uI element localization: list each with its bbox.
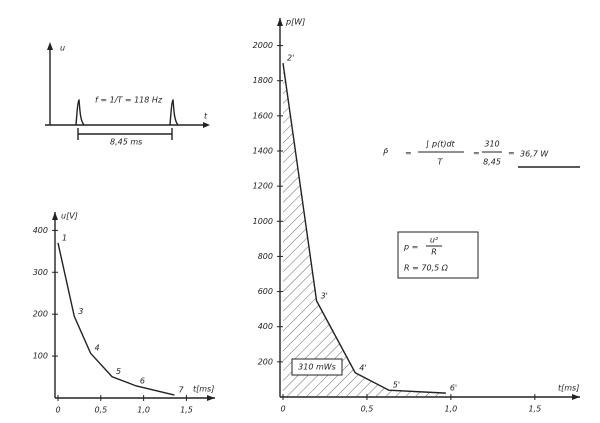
period-arrow (77, 128, 173, 140)
annotation: f = 1/T = 118 Hz (95, 96, 163, 105)
arrow-heads (52, 212, 215, 401)
formula-result: 36,7 W (520, 150, 549, 159)
axes (54, 212, 215, 399)
y-tick-label: 1000 (253, 217, 273, 226)
formula: = (473, 149, 480, 158)
point-label: 4' (359, 363, 366, 372)
formula: R = 70,5 Ω (404, 264, 449, 273)
pulses (75, 99, 179, 126)
point-label: 7 (178, 386, 184, 395)
y-tick-label: 200 (33, 310, 48, 319)
formula: 310 (484, 140, 499, 149)
x-axis-label: t[ms] (558, 384, 579, 393)
x-axis-label: t (204, 112, 208, 121)
line (282, 63, 446, 394)
point-label: 1 (62, 233, 67, 242)
point-label: 5' (393, 381, 400, 390)
x-axis-label: t[ms] (193, 385, 214, 394)
area-fill (283, 63, 446, 398)
x-tick-label: 1,5 (528, 405, 541, 414)
y-tick-label: 1800 (253, 76, 273, 85)
x-tick-label: 1,0 (445, 405, 458, 414)
formula: T (438, 158, 444, 167)
y-tick-label: 300 (33, 268, 48, 277)
y-tick-label: 400 (258, 322, 273, 331)
y-tick-label: 1600 (253, 111, 273, 120)
formula: ∫ p(t)dt (425, 140, 455, 149)
x-tick-label: 0 (280, 405, 285, 414)
y-tick-label: 600 (258, 287, 273, 296)
formula: u² (430, 236, 439, 245)
area-label-box (291, 358, 343, 376)
formula: 8,45 (483, 158, 501, 167)
formula: P̄ (383, 147, 388, 157)
box (397, 231, 479, 279)
point-label: 2' (287, 54, 294, 63)
line (57, 242, 175, 396)
formula: = (508, 149, 515, 158)
area-label: 310 mWs (298, 363, 336, 372)
formula: R (431, 248, 437, 257)
x-tick-label: 0,5 (94, 406, 107, 415)
x-tick-label: 1,0 (137, 406, 150, 415)
y-axis-label: u[V] (61, 212, 78, 221)
y-tick-label: 1200 (253, 182, 273, 191)
y-tick-label: 400 (33, 226, 48, 235)
y-tick-label: 1400 (253, 147, 273, 156)
y-tick-label: 800 (258, 252, 273, 261)
annotation: 8,45 ms (110, 138, 142, 147)
y-tick-label: 200 (258, 357, 273, 366)
arrow-heads (47, 42, 210, 128)
y-axis-label: p[W] (285, 18, 305, 27)
point-label: 3 (78, 307, 83, 316)
x-tick-label: 0 (55, 406, 60, 415)
point-label: 5 (116, 367, 121, 376)
point-label: 6 (140, 376, 145, 385)
formula: = (405, 149, 412, 158)
axes (45, 45, 208, 126)
point-label: 6' (450, 384, 457, 393)
formula: p = (403, 243, 418, 252)
point-label: 4 (95, 344, 100, 353)
x-tick-label: 0,5 (361, 405, 374, 414)
y-axis-label: u (60, 44, 65, 53)
point-label: 3' (321, 291, 328, 300)
x-tick-label: 1,5 (180, 406, 193, 415)
y-tick-label: 2000 (253, 41, 273, 50)
y-tick-label: 100 (33, 352, 48, 361)
